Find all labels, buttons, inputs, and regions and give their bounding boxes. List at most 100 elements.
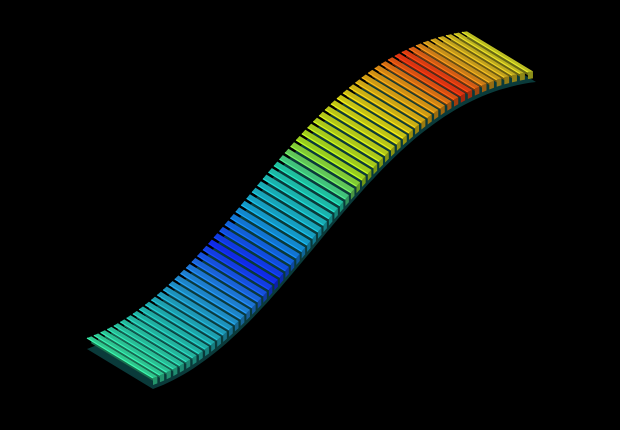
tooth-top (349, 84, 419, 128)
tooth-end (307, 240, 311, 252)
tooth-top (87, 336, 158, 378)
tooth-end (301, 247, 306, 259)
tooth-top (202, 245, 273, 290)
tooth-highlight (437, 36, 505, 78)
tooth-top (394, 53, 466, 96)
tooth-top (284, 148, 355, 193)
tooth-end (474, 86, 480, 96)
tooth-end (527, 71, 533, 80)
tooth-highlight (174, 278, 242, 320)
tooth-highlight (219, 230, 286, 272)
tooth-top (325, 106, 395, 150)
tooth-top (416, 43, 487, 86)
tooth-end (519, 72, 525, 81)
tooth-highlight (380, 63, 448, 105)
tooth-top (319, 111, 389, 156)
tooth-top (113, 323, 184, 366)
tooth-top (301, 129, 372, 174)
tooth-end (434, 109, 439, 120)
tooth-end (268, 285, 273, 297)
tooth-top (120, 319, 191, 362)
tooth-highlight (318, 114, 386, 156)
tooth-highlight (273, 165, 341, 207)
tooth-end (489, 80, 494, 90)
tooth-highlight (150, 299, 218, 341)
tooth-highlight (279, 158, 346, 200)
tooth-highlight (257, 184, 324, 226)
tooth-end (274, 279, 278, 291)
tooth-top (313, 117, 383, 162)
tooth-highlight (336, 97, 404, 139)
tooth-highlight (185, 267, 253, 309)
tooth-end (334, 208, 338, 220)
tooth-end (186, 359, 191, 369)
tooth-end (512, 74, 517, 83)
tooth-end (496, 78, 502, 87)
tooth-end (350, 188, 355, 200)
tooth-top (307, 123, 378, 168)
tooth-top (246, 194, 316, 239)
tooth-end (427, 114, 432, 125)
tooth-top (213, 233, 284, 278)
tooth-end (279, 273, 284, 285)
tooth-highlight (295, 139, 363, 181)
tooth-top (252, 187, 322, 232)
tooth-top (330, 100, 401, 144)
tooth-highlight (229, 217, 297, 259)
tooth-end (285, 266, 289, 278)
tooth-end (296, 254, 300, 265)
tooth-highlight (387, 59, 455, 101)
tooth-end (356, 182, 360, 194)
tooth-top (262, 174, 333, 219)
tooth-end (460, 93, 466, 103)
tooth-highlight (162, 289, 230, 331)
tooth-end (312, 234, 316, 246)
tooth-end (415, 124, 419, 135)
tooth-top (430, 38, 502, 80)
tooth-end (504, 76, 510, 85)
tooth-top (163, 286, 233, 330)
tooth-end (367, 169, 372, 181)
tooth-top (401, 49, 473, 92)
tooth-end (223, 331, 227, 342)
tooth-highlight (284, 152, 352, 194)
tooth-top (268, 168, 338, 213)
tooth-end (179, 363, 184, 373)
tooth-end (153, 376, 158, 385)
tooth-top (290, 142, 360, 187)
tooth-end (345, 195, 349, 207)
tooth-top (208, 239, 278, 284)
tooth-end (421, 119, 426, 130)
tooth-highlight (324, 109, 392, 151)
tooth-end (234, 321, 239, 332)
tooth-top (438, 36, 510, 78)
tooth-highlight (168, 283, 236, 325)
tooth-highlight (132, 313, 200, 355)
tooth-highlight (197, 255, 264, 297)
tooth-highlight (461, 31, 529, 73)
tooth-end (362, 176, 366, 187)
tooth-end (192, 355, 197, 365)
tooth-highlight (144, 304, 212, 346)
tooth-top (374, 65, 445, 109)
tooth-end (229, 326, 233, 337)
tooth-top (224, 220, 295, 265)
tooth-highlight (361, 76, 429, 119)
tooth-top (235, 207, 306, 252)
tooth-end (263, 292, 267, 303)
tooth-highlight (113, 325, 181, 367)
tooth-highlight (330, 103, 398, 145)
tooth-top (151, 296, 221, 340)
tooth-end (482, 83, 487, 93)
tooth-highlight (445, 34, 513, 76)
tooth-end (409, 129, 413, 140)
tooth-end (385, 151, 389, 163)
tooth-top (296, 136, 366, 180)
tooth-end (402, 134, 407, 146)
tooth-top (368, 69, 439, 113)
tooth-top (107, 326, 178, 370)
tooth-end (205, 346, 209, 357)
tooth-end (211, 341, 215, 352)
